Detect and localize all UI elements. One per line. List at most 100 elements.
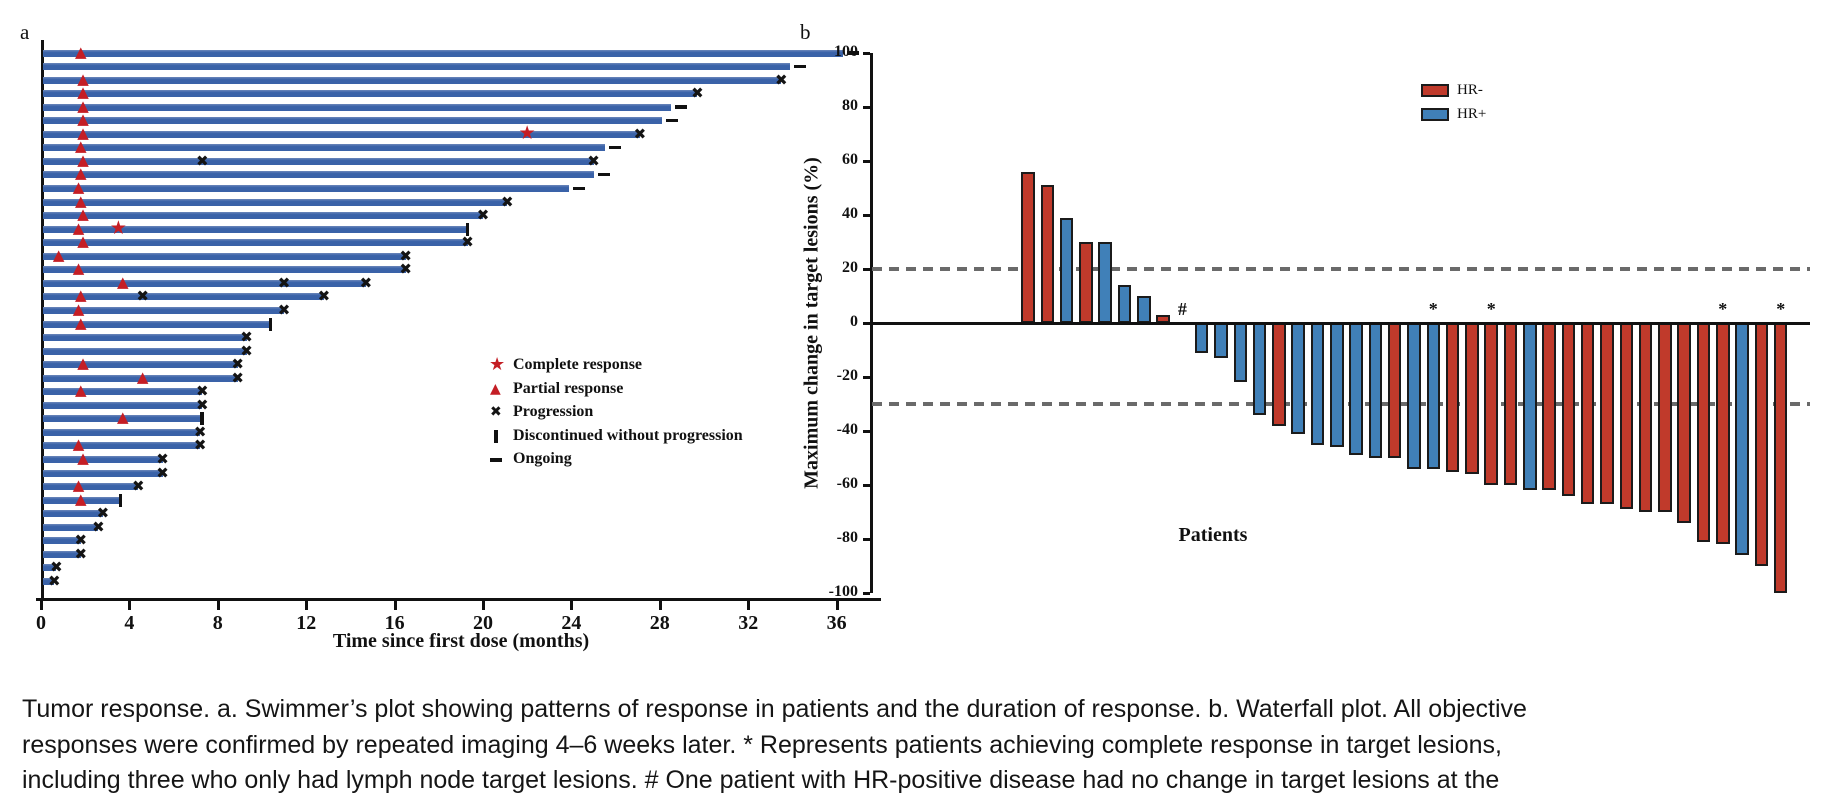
partial-response-icon: ▲ <box>72 299 85 318</box>
discontinued-icon <box>494 429 498 443</box>
x-axis-tick <box>482 601 485 610</box>
swimmer-bar <box>43 63 791 71</box>
y-axis-tick <box>863 159 870 163</box>
y-axis-tick <box>863 321 870 325</box>
swimmer-bar <box>43 90 698 98</box>
x-tick-label: 4 <box>124 612 135 634</box>
progression-icon: ✖ <box>277 273 291 292</box>
swimmer-bar <box>43 266 406 274</box>
y-axis-tick <box>863 429 870 433</box>
progression-icon: ✖ <box>193 422 207 441</box>
partial-response-icon: ▲ <box>77 110 89 129</box>
x-tick-label: 20 <box>473 612 493 634</box>
progression-icon: ✖ <box>277 300 291 319</box>
y-axis-tick <box>863 591 870 595</box>
waterfall-bar <box>1677 323 1691 523</box>
legend-item-label: Complete response <box>513 356 643 373</box>
partial-response-icon: ▲ <box>74 42 87 61</box>
swimmer-bar <box>43 279 366 287</box>
waterfall-bar <box>1349 323 1363 456</box>
progression-icon: ✖ <box>775 70 788 89</box>
progression-icon: ✖ <box>74 544 88 563</box>
x-axis-tick <box>658 601 662 610</box>
legend-item-label: Discontinued without progression <box>513 426 743 444</box>
y-axis-tick <box>863 213 870 217</box>
waterfall-bar <box>1137 296 1151 323</box>
progression-icon: ✖ <box>240 341 253 360</box>
waterfall-bar <box>1387 323 1402 458</box>
progression-icon: ✖ <box>47 571 61 590</box>
partial-response-icon: ▲ <box>74 164 87 183</box>
swimmer-bar <box>43 537 81 545</box>
partial-response-icon: ▲ <box>74 137 87 156</box>
waterfall-bar <box>1484 323 1498 485</box>
progression-icon: ✖ <box>193 436 207 455</box>
partial-response-icon: ▲ <box>136 367 149 386</box>
swimmer-bar <box>43 401 203 409</box>
y-tick-label: 60 <box>842 151 858 168</box>
swimmer-bar <box>43 117 662 125</box>
panel-a-label: a <box>20 20 30 44</box>
y-axis-tick <box>863 537 870 541</box>
progression-icon: ✖ <box>476 206 490 225</box>
waterfall-bar <box>1407 323 1421 469</box>
partial-response-icon: ▲ <box>77 449 89 467</box>
y-axis-tick <box>863 51 870 55</box>
swimmer-x-axis-title: Time since first dose (months) <box>332 630 590 652</box>
waterfall-bar <box>1696 323 1711 542</box>
swimmer-bar <box>43 510 103 518</box>
legend-item-label: Partial response <box>513 379 624 397</box>
partial-response-icon: ▲ <box>74 381 87 400</box>
progression-icon: ✖ <box>359 273 373 292</box>
waterfall-bar <box>1098 242 1112 323</box>
swimmer-bar <box>43 239 468 247</box>
swimmer-bar <box>43 361 238 369</box>
ongoing-icon <box>674 105 687 109</box>
swimmer-bar <box>43 456 163 463</box>
legend-swatch <box>1421 84 1449 97</box>
complete-response-icon: ★ <box>489 354 506 375</box>
complete-response-asterisk: * <box>1428 299 1438 319</box>
discontinued-icon <box>268 317 273 331</box>
waterfall-bar <box>1252 323 1267 415</box>
partial-response-icon: ▲ <box>116 272 129 291</box>
progression-icon: ✖ <box>633 124 647 143</box>
progression-icon: ✖ <box>196 395 209 414</box>
ongoing-icon <box>666 118 678 123</box>
partial-response-icon: ▲ <box>72 218 85 237</box>
progression-icon: ✖ <box>231 355 244 374</box>
progression-icon: ✖ <box>156 463 169 482</box>
waterfall-bar <box>1330 323 1344 448</box>
swimmer-bar <box>43 347 247 355</box>
waterfall-bar <box>1619 323 1634 510</box>
partial-response-icon: ▲ <box>72 259 85 278</box>
partial-response-icon: ▲ <box>74 191 87 210</box>
waterfall-bar <box>1580 323 1595 504</box>
waterfall-bar <box>1561 323 1576 496</box>
waterfall-bar <box>1310 323 1325 445</box>
x-tick-label: 0 <box>36 612 46 634</box>
partial-response-icon: ▲ <box>77 69 89 88</box>
swimmer-bar <box>43 157 594 165</box>
progression-icon: ✖ <box>399 246 412 265</box>
y-tick-label: -40 <box>836 421 858 438</box>
swimmer-bar <box>43 442 201 450</box>
swimmer-bar <box>43 469 163 477</box>
swimmer-bar <box>43 293 324 301</box>
progression-icon: ✖ <box>131 477 145 496</box>
discontinued-icon <box>118 493 123 507</box>
swimmer-bar <box>43 252 406 260</box>
progression-icon: ✖ <box>501 192 514 211</box>
discontinued-icon <box>465 222 470 236</box>
partial-response-icon: ▲ <box>490 380 501 397</box>
y-axis-tick <box>863 267 870 271</box>
discontinued-icon <box>200 412 204 426</box>
x-tick-label: 24 <box>561 612 582 634</box>
progression-icon: ✖ <box>50 558 63 577</box>
y-tick-label: 100 <box>834 43 858 60</box>
complete-response-asterisk: * <box>1776 299 1786 319</box>
zero-baseline <box>870 321 1810 325</box>
y-axis-tick <box>863 375 870 379</box>
swimmer-bar <box>43 49 844 57</box>
waterfall-plot: 100 80 60 40 20 0 -20 -40 -60 -80 -100 # * * * * HR- HR+ <box>760 0 1835 670</box>
